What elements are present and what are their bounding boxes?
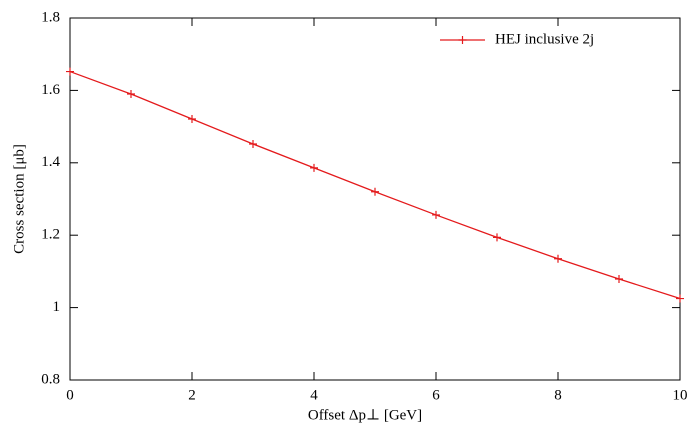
x-tick-label: 0 — [66, 387, 74, 403]
point-marker — [554, 254, 562, 263]
point-marker — [127, 90, 135, 99]
point-marker — [432, 210, 440, 219]
point-marker — [615, 275, 623, 284]
x-axis-label: Offset Δp⊥ [GeV] — [308, 407, 422, 423]
point-marker — [310, 163, 318, 172]
x-tick-label: 6 — [432, 387, 440, 403]
x-tick-label: 10 — [673, 387, 688, 403]
y-tick-label: 1 — [53, 299, 61, 315]
legend-marker — [458, 36, 467, 44]
legend-label: HEJ inclusive 2j — [495, 31, 594, 47]
x-tick-label: 2 — [188, 387, 196, 403]
x-tick-label: 8 — [554, 387, 562, 403]
point-marker — [66, 67, 74, 76]
y-tick-label: 1.6 — [41, 82, 60, 98]
point-marker — [188, 114, 196, 123]
point-marker — [493, 233, 501, 242]
y-axis-label: Cross section [μb] — [11, 144, 27, 254]
x-tick-label: 4 — [310, 387, 318, 403]
y-tick-label: 1.4 — [41, 154, 60, 170]
point-marker — [249, 139, 257, 148]
point-marker — [371, 187, 379, 196]
y-tick-label: 0.8 — [41, 371, 60, 387]
series-line — [69, 70, 681, 300]
plot-frame — [69, 17, 681, 381]
y-tick-label: 1.8 — [41, 9, 60, 25]
point-marker — [676, 294, 684, 303]
y-tick-label: 1.2 — [41, 227, 60, 243]
